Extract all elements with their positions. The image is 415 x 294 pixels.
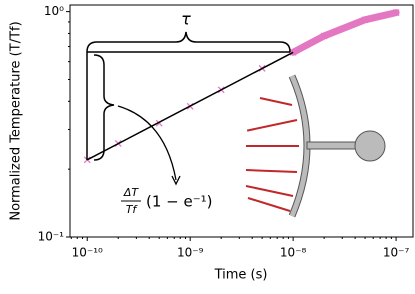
annotation-arrow (117, 105, 177, 181)
plot-frame (69, 4, 414, 238)
delta-brace (93, 54, 115, 161)
y-tick-label: 10⁻¹ (38, 230, 65, 244)
arrow (259, 97, 293, 106)
fraction-bottom: Tf (126, 203, 139, 216)
y-axis-label: Normalized Temperature (T/Tf) (9, 21, 24, 220)
tau-label: τ (181, 10, 191, 29)
x-tick-label: 10⁻⁸ (280, 246, 307, 260)
stem (306, 141, 358, 150)
point-marker (392, 9, 400, 17)
arrow (245, 169, 298, 173)
x-axis-label: Time (s) (214, 268, 268, 283)
arrow-head (171, 175, 181, 186)
arrow (246, 119, 298, 132)
x-tick-label: 10⁻⁹ (177, 246, 204, 260)
x-tick-label: 10⁻⁷ (383, 246, 410, 260)
point-marker (320, 32, 328, 40)
series-line (289, 9, 400, 56)
bulb (354, 130, 386, 162)
factor-label: (1 − e⁻¹) (146, 193, 213, 211)
arrow (245, 185, 294, 197)
tau-brace (86, 31, 291, 53)
point-marker (361, 16, 369, 24)
fit-line (86, 51, 294, 161)
arrow (247, 197, 291, 212)
x-tick-label: 10⁻¹⁰ (72, 246, 103, 260)
plot-layer (83, 9, 400, 164)
inset-diagram (245, 74, 386, 218)
fraction-top: ΔT (123, 186, 140, 199)
y-tick-label: 10⁰ (44, 4, 64, 18)
point-marker (289, 48, 297, 56)
